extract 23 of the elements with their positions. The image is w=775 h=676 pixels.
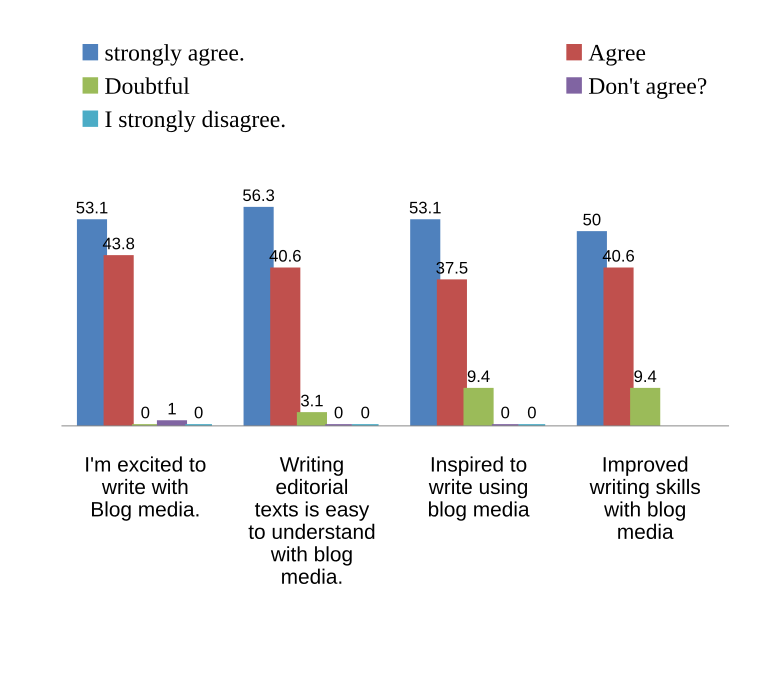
data-label: 9.4 <box>634 370 656 382</box>
data-label: 50 <box>583 214 600 226</box>
data-label: 56.3 <box>243 189 274 202</box>
x-tick-label: I'm excited to write with Blog media. <box>86 456 206 521</box>
data-label: 53.1 <box>410 202 441 214</box>
legend-label: Agree <box>588 44 646 66</box>
legend-label: Don't agree? <box>588 78 706 99</box>
data-label: 0 <box>501 406 510 418</box>
data-label: 3.1 <box>300 394 323 406</box>
data-label: 0 <box>334 406 343 418</box>
x-tick-label: Improved writing skills with blog media <box>590 456 700 540</box>
legend-label: I strongly disagree. <box>105 110 285 132</box>
data-label: 0 <box>361 406 370 418</box>
data-label: 0 <box>141 406 150 418</box>
x-tick-label: Writing editorial texts is easy to understand with blog media. <box>248 456 374 584</box>
data-label: 53.1 <box>76 202 108 214</box>
legend-label: strongly agree. <box>105 44 244 66</box>
legend-label: Doubtful <box>105 77 190 94</box>
data-label: 0 <box>528 406 536 418</box>
x-tick-label: Inspired to write using blog media <box>428 456 530 521</box>
data-label: 1 <box>168 402 176 414</box>
data-label: 9.4 <box>468 370 490 382</box>
data-label: 0 <box>194 406 203 418</box>
